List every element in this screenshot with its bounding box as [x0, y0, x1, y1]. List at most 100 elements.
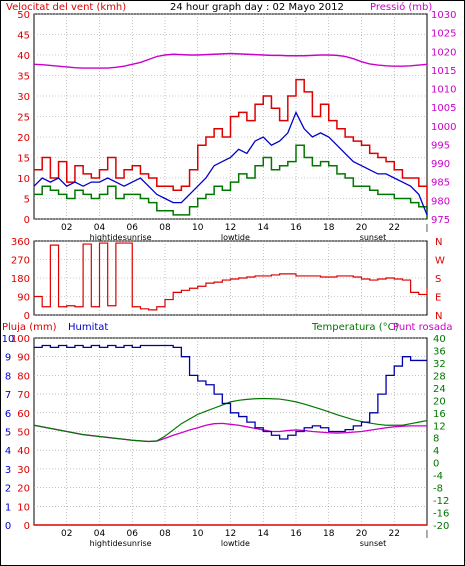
wind-speed-tick-label: 30: [17, 92, 30, 103]
direction-tick-label: 0: [24, 311, 30, 322]
wind-speed-tick-label: 0: [24, 215, 30, 226]
pressure-tick-label: 1020: [431, 47, 456, 58]
wind-speed-title: Velocitat del vent (kmh): [6, 2, 126, 13]
pressure-tick-label: 1010: [431, 85, 456, 96]
hour-tick-label: 20: [356, 223, 368, 233]
wind-gust-line: [34, 78, 428, 211]
temperature-tick-label: 20: [433, 396, 446, 407]
rain-tick-label: 80: [17, 371, 30, 382]
hour-tick-label: 12: [225, 529, 236, 539]
compass-point-label: W: [435, 256, 445, 267]
wind-speed-tick-label: 15: [17, 154, 30, 165]
compass-point-label: N: [435, 311, 442, 322]
temperature-tick-label: 24: [433, 384, 446, 395]
rain-tick-label: 100: [11, 334, 30, 345]
hour-tick-label: 16: [290, 529, 302, 539]
wind-average-line: [33, 110, 428, 216]
temperature-tick-label: 4: [433, 446, 439, 457]
tide-sun-event-label: sunset: [360, 539, 387, 548]
pressure-tick-label: 995: [431, 140, 450, 151]
humidity-tick-label: 1: [5, 502, 11, 513]
tide-sun-event-label: sunrise: [123, 539, 152, 548]
humidity-tick-label: 8: [5, 371, 11, 382]
hour-tick-label: 20: [356, 529, 368, 539]
wind-speed-tick-label: 25: [17, 113, 30, 124]
direction-tick-label: 360: [11, 237, 30, 248]
temperature-tick-label: 8: [433, 434, 439, 445]
temperature-tick-label: 0: [433, 459, 439, 470]
humidity-line: [34, 344, 427, 440]
humidity-tick-label: 10: [2, 334, 15, 345]
pressure-tick-label: 985: [431, 178, 450, 189]
tide-sun-event-label: lowtide: [221, 539, 250, 548]
hour-tick-label: 06: [127, 529, 139, 539]
direction-tick-label: 180: [11, 274, 30, 285]
humidity-tick-label: 3: [5, 465, 11, 476]
hour-tick-label: 16: [290, 223, 302, 233]
temperature-tick-label: -4: [433, 471, 443, 482]
wind-speed-tick-label: 50: [17, 10, 30, 21]
hour-tick-label: 08: [159, 529, 171, 539]
pressure-tick-label: 990: [431, 159, 450, 170]
tide-sun-event-label: hightide: [90, 539, 123, 548]
rain-tick-label: 40: [17, 446, 30, 457]
humidity-tick-label: 6: [5, 409, 11, 420]
tide-sun-event-label: hightide: [90, 233, 123, 242]
temperature-tick-label: -16: [433, 509, 449, 520]
humidity-tick-label: 9: [5, 353, 11, 364]
pressure-line: [33, 52, 428, 69]
temperature-tick-label: 16: [433, 409, 446, 420]
hour-tick-label: 22: [389, 529, 400, 539]
hour-tick-label: 04: [94, 529, 106, 539]
hour-tick-label: 02: [61, 223, 72, 233]
rain-tick-label: 90: [17, 353, 30, 364]
rain-tick-label: 50: [17, 428, 30, 439]
hour-tick-label: 10: [192, 223, 204, 233]
tide-sun-event-label: sunrise: [123, 233, 152, 242]
chart-date-title: 24 hour graph day : 02 Mayo 2012: [170, 2, 344, 13]
pressure-tick-label: 1030: [431, 10, 456, 21]
wind-low-line: [34, 144, 428, 219]
humidity-tick-label: 2: [5, 484, 11, 495]
hour-tick-label: 18: [323, 223, 335, 233]
hour-tick-label: 04: [94, 223, 106, 233]
hour-tick-label: 12: [225, 223, 236, 233]
direction-tick-label: 90: [17, 293, 30, 304]
rain-tick-label: 10: [17, 502, 30, 513]
pressure-tick-label: 1005: [431, 103, 456, 114]
temperature-tick-label: -20: [433, 521, 449, 532]
compass-point-label: E: [435, 293, 441, 304]
wind-speed-tick-label: 40: [17, 51, 30, 62]
pressure-tick-label: 1000: [431, 122, 456, 133]
wind-speed-tick-label: 5: [24, 195, 30, 206]
rain-tick-label: 30: [17, 465, 30, 476]
temperature-tick-label: 36: [433, 346, 446, 357]
hour-tick-label: |: [426, 223, 429, 232]
pressure-tick-label: 1025: [431, 29, 456, 40]
pressure-title: Pressió (mb): [370, 1, 432, 13]
hour-tick-label: 02: [61, 529, 72, 539]
humidity-tick-label: 0: [5, 521, 11, 532]
rain-tick-label: 70: [17, 390, 30, 401]
temperature-tick-label: 32: [433, 359, 446, 370]
hour-tick-label: 18: [323, 529, 335, 539]
hour-tick-label: 14: [258, 223, 270, 233]
humidity-label: Humitat: [68, 322, 108, 333]
humidity-tick-label: 7: [5, 390, 11, 401]
rain-tick-label: 60: [17, 409, 30, 420]
hour-tick-label: 08: [159, 223, 171, 233]
wind-direction-line: [34, 242, 428, 311]
temperature-tick-label: 28: [433, 371, 446, 382]
compass-point-label: S: [435, 274, 441, 285]
hour-tick-label: 06: [127, 223, 139, 233]
axis-labels: 02 04 06 08 10 12 14 16 18 20 22 |02 04 06 08 10 12 14 16 1…: [2, 10, 457, 548]
temperature-tick-label: -12: [433, 496, 449, 507]
wind-speed-tick-label: 35: [17, 72, 30, 83]
rain-label: Pluja (mm): [2, 322, 57, 333]
humidity-tick-label: 4: [5, 446, 11, 457]
rain-tick-label: 0: [24, 521, 30, 532]
hour-tick-label: 22: [389, 223, 400, 233]
pressure-tick-label: 975: [431, 215, 450, 226]
wind-speed-tick-label: 45: [17, 31, 30, 42]
